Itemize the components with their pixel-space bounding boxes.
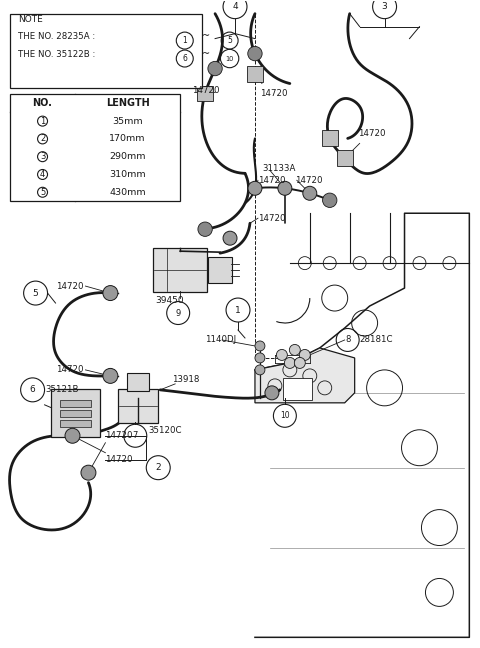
Text: 1: 1 [40, 117, 45, 126]
Text: 290mm: 290mm [109, 152, 146, 161]
Circle shape [65, 428, 80, 443]
FancyBboxPatch shape [247, 65, 263, 82]
Text: 5: 5 [40, 188, 45, 197]
Circle shape [294, 358, 305, 369]
Text: 7: 7 [132, 432, 138, 440]
Circle shape [208, 62, 222, 76]
Text: 430mm: 430mm [109, 188, 146, 197]
Text: 1: 1 [182, 36, 187, 45]
Text: 1140DJ: 1140DJ [205, 336, 236, 345]
Circle shape [103, 369, 118, 384]
Text: 14720: 14720 [258, 214, 286, 223]
Text: 2: 2 [40, 134, 45, 143]
Circle shape [303, 186, 317, 200]
FancyBboxPatch shape [322, 130, 338, 146]
Text: 14720: 14720 [358, 129, 385, 138]
FancyBboxPatch shape [119, 389, 158, 422]
Circle shape [276, 349, 288, 360]
FancyBboxPatch shape [50, 389, 100, 437]
Polygon shape [255, 348, 355, 403]
FancyBboxPatch shape [60, 421, 91, 427]
Text: 4: 4 [232, 2, 238, 11]
Text: 35mm: 35mm [112, 117, 143, 126]
Circle shape [255, 341, 265, 351]
Text: 14720: 14720 [56, 282, 83, 290]
Circle shape [265, 386, 279, 400]
Text: 3: 3 [382, 2, 387, 11]
Circle shape [223, 231, 237, 245]
Circle shape [284, 358, 295, 369]
Text: ~: ~ [202, 30, 210, 41]
Text: THE NO. 28235A :: THE NO. 28235A : [18, 32, 96, 41]
Text: 4: 4 [40, 170, 45, 179]
Text: NOTE: NOTE [18, 15, 43, 23]
FancyBboxPatch shape [208, 257, 232, 283]
Text: 31133A: 31133A [262, 164, 295, 173]
Text: 6: 6 [30, 386, 36, 395]
Circle shape [81, 465, 96, 480]
Text: ~: ~ [202, 49, 210, 58]
Circle shape [198, 222, 212, 237]
Circle shape [278, 181, 292, 195]
FancyBboxPatch shape [60, 400, 91, 408]
Circle shape [248, 47, 262, 61]
Text: 2: 2 [156, 463, 161, 472]
Text: 14720: 14720 [258, 176, 286, 185]
Circle shape [255, 353, 265, 363]
Text: 35121B: 35121B [46, 386, 79, 395]
Text: THE NO. 35122B :: THE NO. 35122B : [18, 49, 96, 58]
Text: 28181C: 28181C [360, 336, 393, 345]
Text: 35120C: 35120C [148, 426, 182, 435]
Text: 9: 9 [176, 308, 181, 318]
Text: LENGTH: LENGTH [106, 98, 149, 108]
FancyBboxPatch shape [60, 410, 91, 417]
Text: 10: 10 [280, 411, 290, 421]
Text: 13918: 13918 [172, 375, 200, 384]
Text: 5: 5 [227, 36, 232, 45]
Text: 6: 6 [182, 54, 187, 63]
Circle shape [248, 181, 262, 195]
Circle shape [103, 286, 118, 301]
Text: 14720: 14720 [106, 432, 133, 440]
FancyBboxPatch shape [153, 248, 207, 292]
Circle shape [255, 365, 265, 375]
FancyBboxPatch shape [10, 95, 180, 201]
Text: 14720: 14720 [295, 176, 323, 185]
FancyBboxPatch shape [336, 150, 353, 167]
Text: 310mm: 310mm [109, 170, 146, 179]
Text: 5: 5 [33, 288, 38, 297]
Circle shape [289, 345, 300, 356]
Text: 10: 10 [226, 56, 234, 62]
Text: 14720: 14720 [192, 86, 220, 95]
Circle shape [300, 349, 310, 360]
FancyBboxPatch shape [127, 373, 149, 391]
Text: 14720: 14720 [106, 455, 133, 464]
Text: 39450: 39450 [155, 295, 184, 305]
FancyBboxPatch shape [197, 86, 213, 102]
Text: 1: 1 [235, 305, 241, 314]
Text: 3: 3 [40, 152, 45, 161]
Text: 170mm: 170mm [109, 134, 146, 143]
FancyBboxPatch shape [10, 14, 202, 88]
FancyBboxPatch shape [283, 378, 312, 400]
Text: NO.: NO. [33, 98, 52, 108]
Text: 14720: 14720 [260, 89, 288, 98]
Circle shape [323, 193, 337, 207]
Text: 14720: 14720 [56, 365, 83, 375]
Text: 8: 8 [345, 336, 350, 345]
